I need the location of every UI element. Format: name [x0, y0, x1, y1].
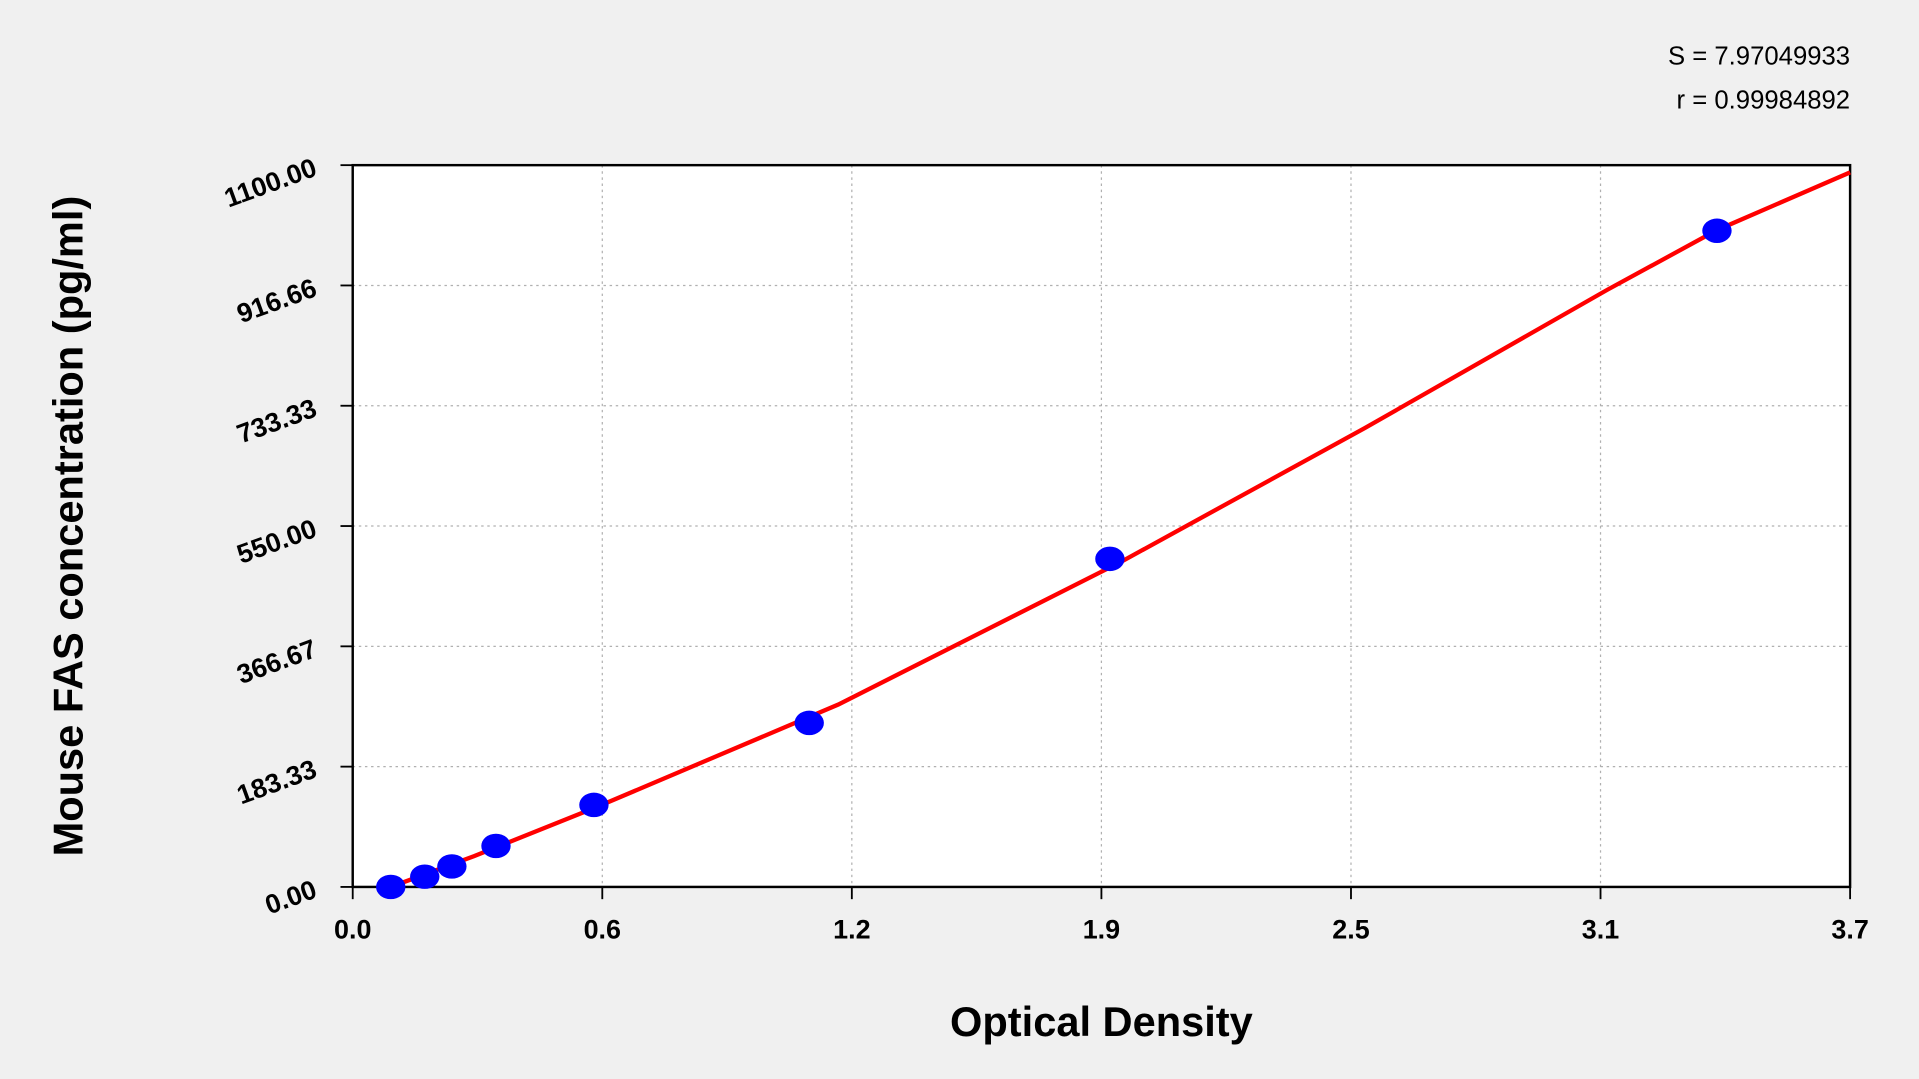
y-tick-label: 0.00	[261, 874, 320, 920]
data-point	[794, 710, 824, 736]
data-point	[1702, 218, 1732, 244]
x-tick-label: 1.2	[833, 914, 870, 944]
annotation: S = 7.97049933	[1668, 42, 1850, 70]
x-tick-label: 0.6	[584, 914, 621, 944]
data-point	[376, 874, 406, 900]
y-tick-label: 916.66	[233, 273, 321, 329]
x-tick-label: 3.7	[1831, 914, 1868, 944]
plot-frame	[351, 163, 1852, 889]
y-tick-label: 733.33	[233, 393, 321, 449]
y-tick-label: 366.67	[233, 634, 321, 690]
data-point	[481, 833, 511, 859]
annotation: r = 0.99984892	[1677, 86, 1851, 114]
x-tick-label: 2.5	[1332, 914, 1369, 944]
x-tick-label: 0.0	[334, 914, 371, 944]
y-tick-label: 1100.00	[220, 152, 320, 213]
y-axis-label: Mouse FAS concentration (pg/ml)	[44, 196, 91, 857]
data-point	[437, 854, 467, 879]
data-point	[579, 792, 609, 818]
x-tick-label: 3.1	[1582, 914, 1619, 944]
x-axis-label: Optical Density	[950, 998, 1253, 1045]
x-tick-label: 1.9	[1083, 914, 1120, 944]
y-tick-label: 183.33	[233, 754, 321, 810]
data-point	[1095, 546, 1125, 572]
data-point	[410, 864, 440, 889]
y-tick-label: 550.00	[233, 513, 321, 569]
